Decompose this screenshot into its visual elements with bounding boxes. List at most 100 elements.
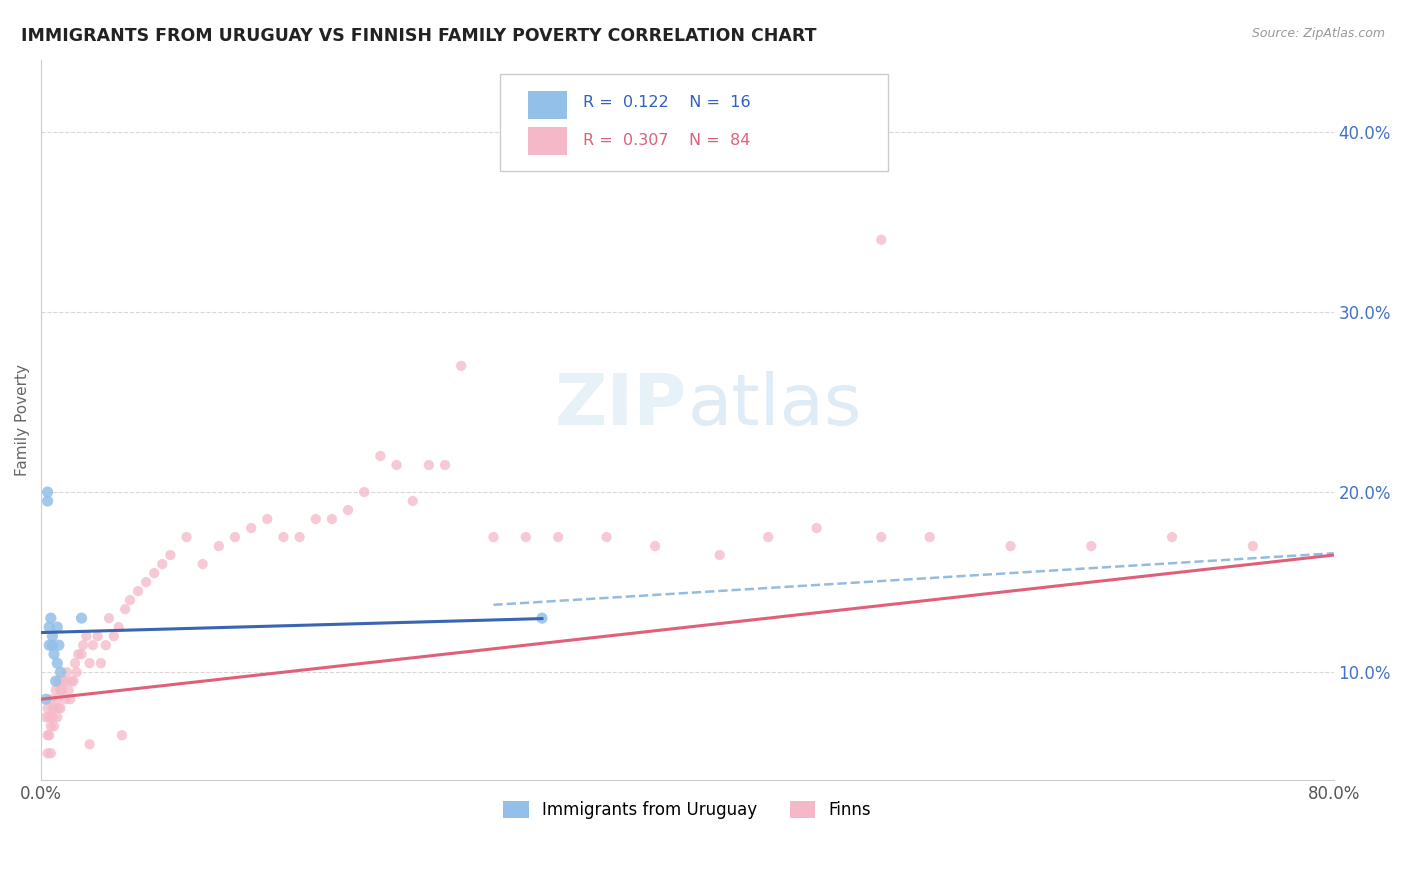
Point (111, 728, 134, 742)
Bar (529, 91, 567, 120)
Point (46, 656, 69, 670)
Point (870, 530, 893, 544)
Point (240, 521, 263, 535)
Point (46, 620, 69, 634)
Point (90, 656, 112, 670)
Point (37, 701, 59, 715)
Point (72, 638, 94, 652)
Point (434, 458, 457, 472)
Point (530, 611, 553, 625)
Point (1000, 539, 1022, 553)
Point (46, 710, 69, 724)
Point (41, 710, 63, 724)
Text: ZIP: ZIP (555, 371, 688, 440)
Point (41, 638, 63, 652)
Point (114, 602, 136, 616)
Point (51, 683, 73, 698)
Point (547, 530, 569, 544)
Point (709, 548, 731, 562)
Point (41, 701, 63, 715)
Point (208, 539, 231, 553)
Point (63, 656, 86, 670)
Point (224, 530, 246, 544)
Point (37, 485, 59, 500)
Point (918, 530, 941, 544)
Point (48, 701, 70, 715)
Point (515, 530, 537, 544)
Point (86, 629, 108, 643)
Point (56, 665, 79, 680)
Point (288, 530, 311, 544)
Point (1080, 539, 1102, 553)
Point (62, 674, 84, 689)
Point (176, 530, 198, 544)
Point (94, 638, 117, 652)
Point (79, 737, 101, 751)
Point (59, 692, 82, 706)
Point (42, 719, 65, 733)
Point (52, 674, 75, 689)
Point (385, 458, 408, 472)
Point (418, 458, 440, 472)
Point (450, 359, 472, 373)
Point (127, 584, 149, 599)
Point (53, 692, 76, 706)
Text: IMMIGRANTS FROM URUGUAY VS FINNISH FAMILY POVERTY CORRELATION CHART: IMMIGRANTS FROM URUGUAY VS FINNISH FAMIL… (21, 27, 817, 45)
Point (118, 593, 141, 607)
Bar (529, 127, 567, 155)
Point (49, 701, 72, 715)
Legend: Immigrants from Uruguay, Finns: Immigrants from Uruguay, Finns (496, 795, 877, 826)
Point (35, 692, 58, 706)
FancyBboxPatch shape (501, 74, 887, 171)
Text: R =  0.307    N =  84: R = 0.307 N = 84 (582, 133, 749, 148)
Point (39, 746, 62, 760)
Point (49, 665, 72, 680)
Point (1241, 539, 1264, 553)
Point (82, 638, 104, 652)
Point (756, 530, 779, 544)
Point (150, 557, 173, 571)
Text: atlas: atlas (688, 371, 862, 440)
Point (595, 530, 617, 544)
Point (321, 512, 343, 526)
Point (45, 674, 67, 689)
Point (159, 548, 181, 562)
Point (402, 494, 425, 508)
Point (67, 647, 90, 661)
Point (58, 683, 80, 698)
Point (353, 485, 375, 500)
Point (42, 701, 65, 715)
Point (644, 539, 666, 553)
Point (45, 683, 67, 698)
Point (46, 692, 69, 706)
Point (273, 530, 295, 544)
Point (70, 611, 93, 625)
Point (48, 638, 70, 652)
Point (60, 674, 83, 689)
Point (37, 494, 59, 508)
Point (39, 611, 62, 625)
Y-axis label: Family Poverty: Family Poverty (15, 364, 30, 476)
Point (1161, 530, 1184, 544)
Point (107, 620, 129, 634)
Point (42, 647, 65, 661)
Text: R =  0.122    N =  16: R = 0.122 N = 16 (582, 95, 751, 111)
Point (143, 566, 166, 580)
Point (41, 629, 63, 643)
Point (38, 638, 60, 652)
Point (39, 692, 62, 706)
Text: Source: ZipAtlas.com: Source: ZipAtlas.com (1251, 27, 1385, 40)
Point (103, 629, 125, 643)
Point (38, 728, 60, 742)
Point (37, 746, 59, 760)
Point (370, 449, 392, 463)
Point (870, 233, 893, 247)
Point (806, 521, 828, 535)
Point (48, 674, 70, 689)
Point (256, 512, 278, 526)
Point (98, 611, 121, 625)
Point (39, 719, 62, 733)
Point (305, 512, 328, 526)
Point (37, 728, 59, 742)
Point (38, 620, 60, 634)
